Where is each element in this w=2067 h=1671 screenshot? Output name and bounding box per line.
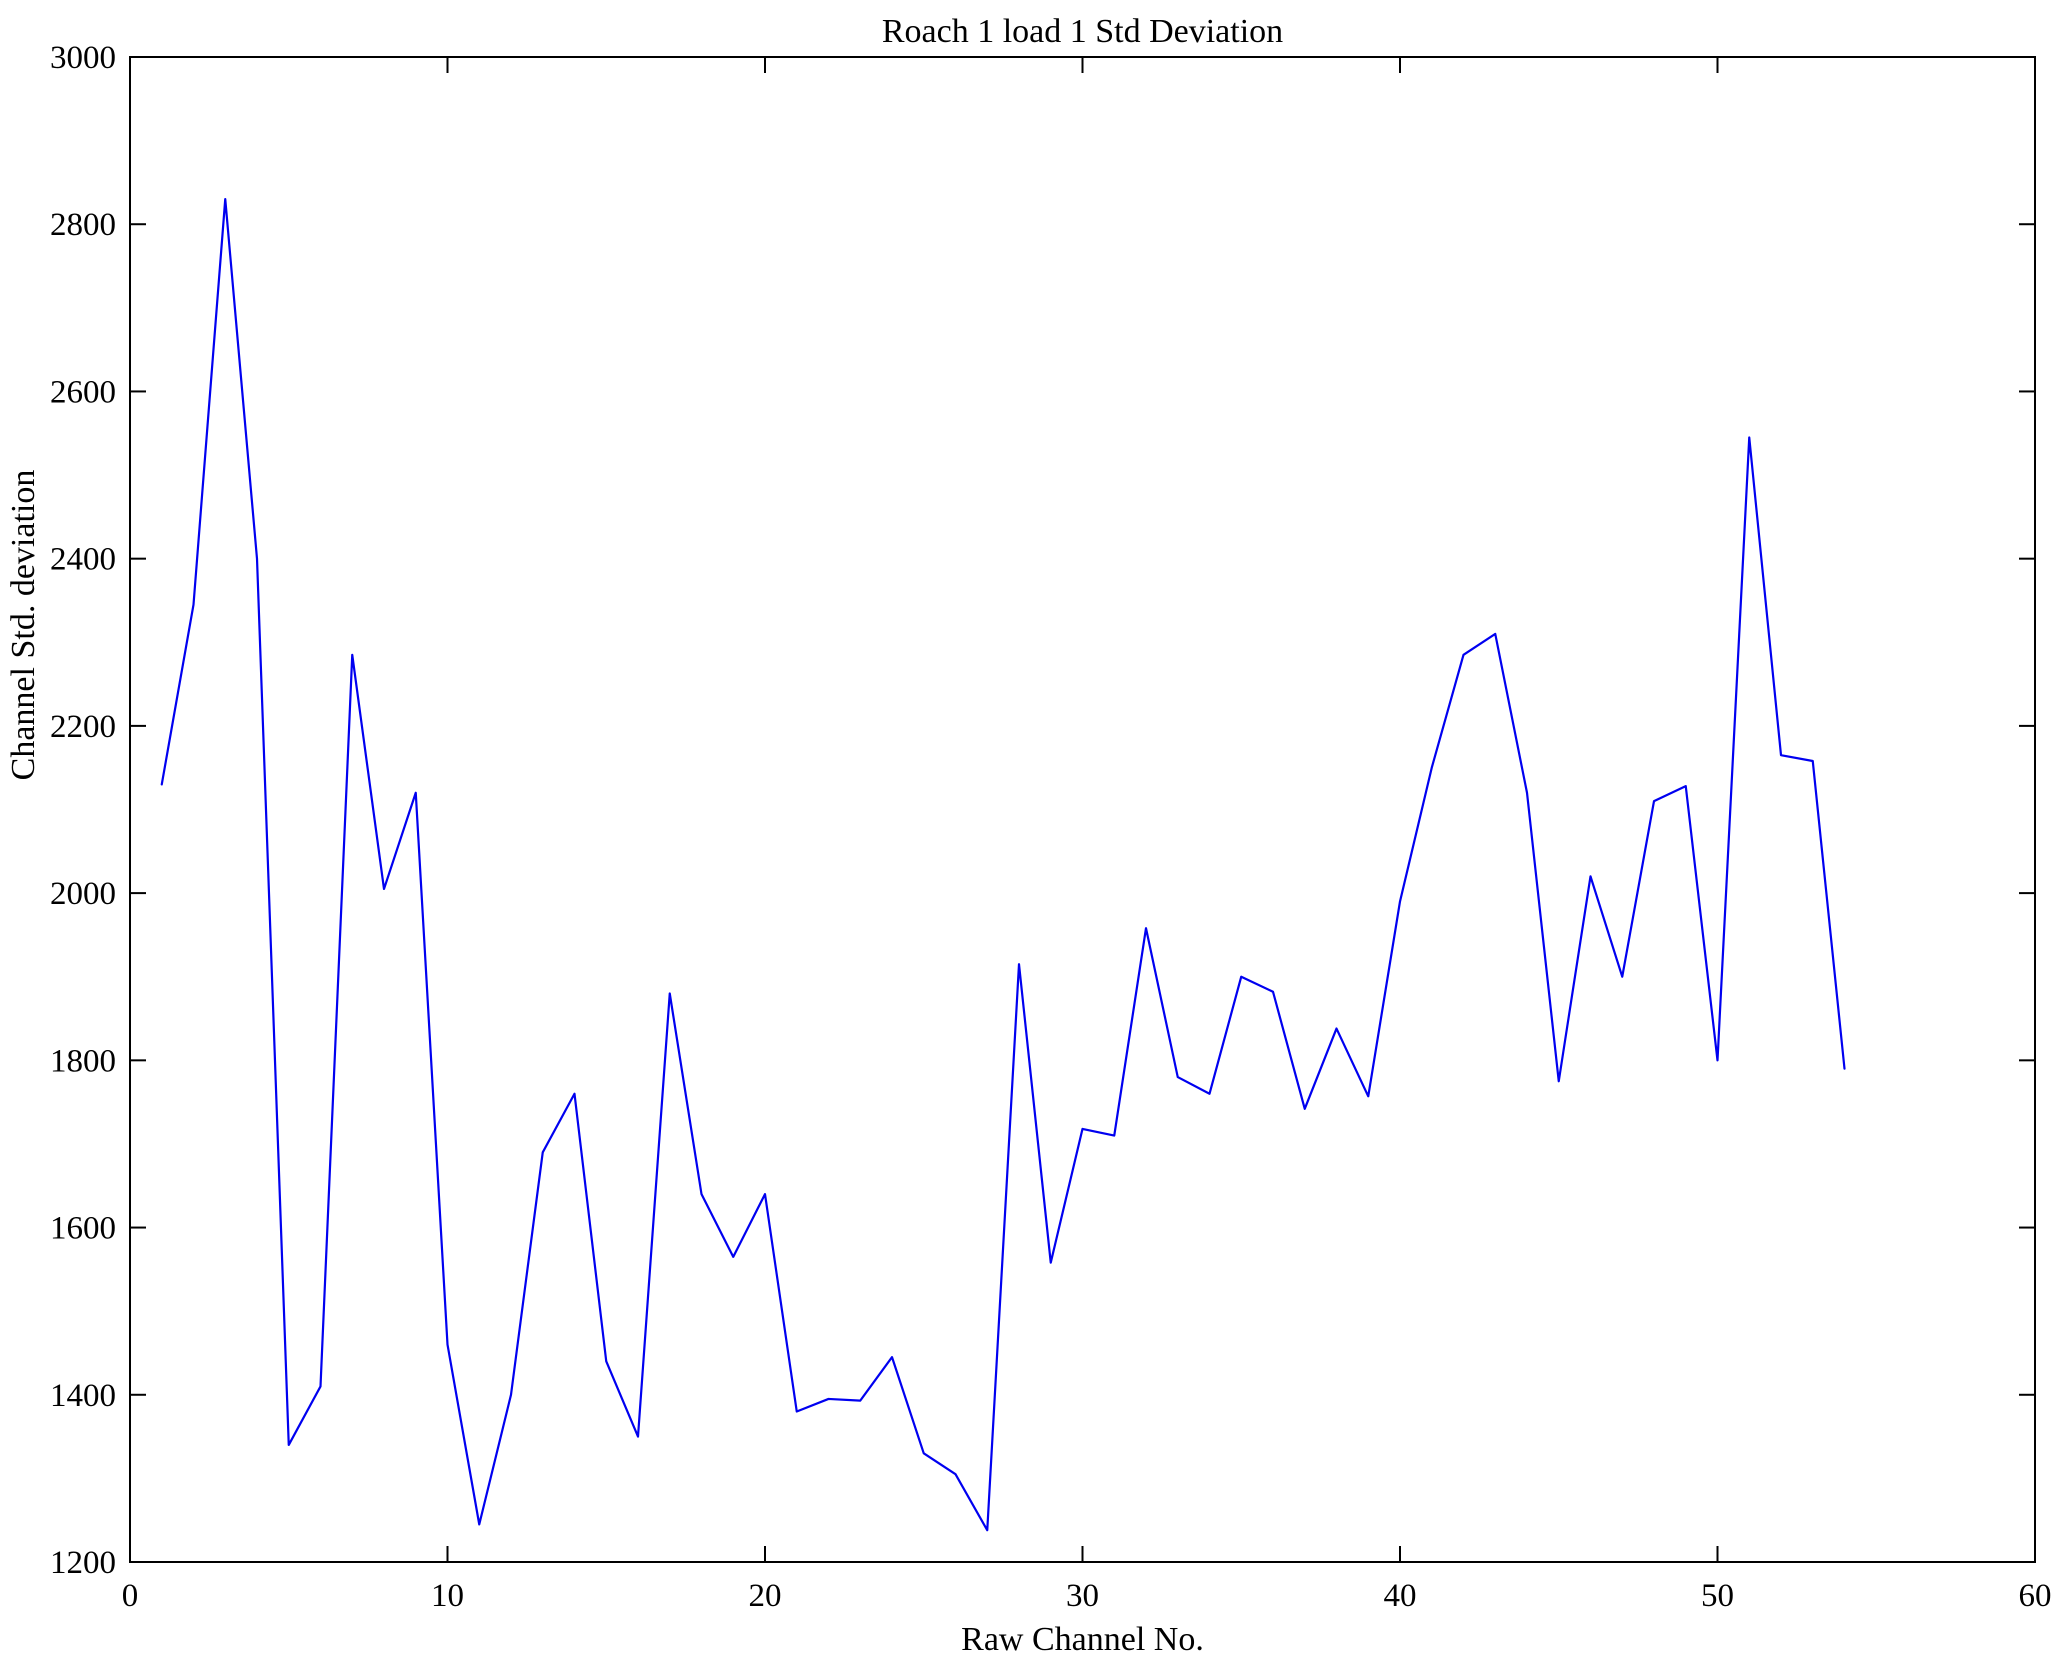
tick-label: 3000 (50, 40, 116, 76)
y-axis-label: Channel Std. deviation (5, 470, 42, 781)
tick-label: 1600 (50, 1211, 116, 1247)
tick-label: 30 (1066, 1578, 1099, 1614)
tick-label: 2000 (50, 876, 116, 912)
chart-title: Roach 1 load 1 Std Deviation (882, 13, 1283, 50)
tick-label: 10 (431, 1578, 464, 1614)
plot-area-frame (129, 56, 2036, 1563)
tick-label: 2800 (50, 207, 116, 243)
tick-label: 2200 (50, 709, 116, 745)
tick-label: 50 (1701, 1578, 1734, 1614)
x-axis-label: Raw Channel No. (961, 1621, 1204, 1658)
tick-label: 2600 (50, 374, 116, 410)
tick-label: 60 (2019, 1578, 2052, 1614)
tick-label: 40 (1384, 1578, 1417, 1614)
tick-label: 1400 (50, 1378, 116, 1414)
tick-label: 1800 (50, 1043, 116, 1079)
tick-label: 0 (122, 1578, 139, 1614)
axis-tick-labels: 0 10 20 30 40 50 60 1200 1400 1600 1800 2000 2200 240… (50, 40, 2052, 1614)
data-series-line (160, 198, 1846, 1532)
tick-label: 1200 (50, 1545, 116, 1581)
tick-label: 2400 (50, 542, 116, 578)
tick-label: 20 (749, 1578, 782, 1614)
